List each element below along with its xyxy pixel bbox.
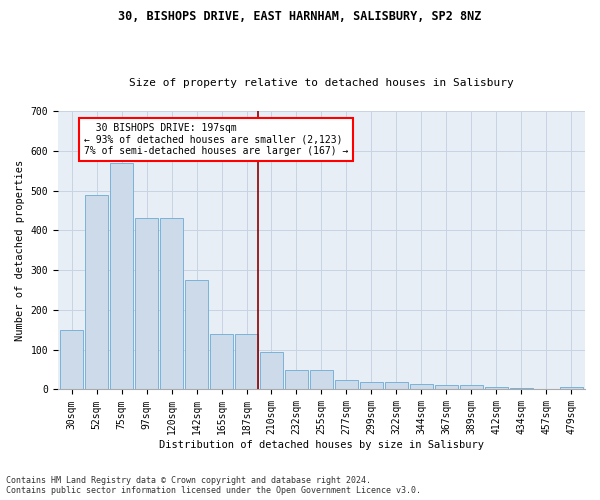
Bar	[285, 370, 308, 390]
Text: 30 BISHOPS DRIVE: 197sqm
← 93% of detached houses are smaller (2,123)
7% of semi: 30 BISHOPS DRIVE: 197sqm ← 93% of detach…	[84, 123, 349, 156]
Bar	[160, 218, 183, 390]
Bar	[460, 386, 483, 390]
X-axis label: Distribution of detached houses by size in Salisbury: Distribution of detached houses by size …	[159, 440, 484, 450]
Bar	[110, 162, 133, 390]
Bar	[535, 388, 558, 390]
Bar	[560, 388, 583, 390]
Bar	[435, 386, 458, 390]
Y-axis label: Number of detached properties: Number of detached properties	[15, 160, 25, 341]
Bar	[185, 280, 208, 390]
Bar	[135, 218, 158, 390]
Bar	[485, 388, 508, 390]
Text: 30, BISHOPS DRIVE, EAST HARNHAM, SALISBURY, SP2 8NZ: 30, BISHOPS DRIVE, EAST HARNHAM, SALISBU…	[118, 10, 482, 23]
Text: Contains HM Land Registry data © Crown copyright and database right 2024.
Contai: Contains HM Land Registry data © Crown c…	[6, 476, 421, 495]
Bar	[260, 352, 283, 390]
Title: Size of property relative to detached houses in Salisbury: Size of property relative to detached ho…	[129, 78, 514, 88]
Bar	[360, 382, 383, 390]
Bar	[510, 388, 533, 390]
Bar	[210, 334, 233, 390]
Bar	[235, 334, 258, 390]
Bar	[385, 382, 408, 390]
Bar	[85, 194, 108, 390]
Bar	[410, 384, 433, 390]
Bar	[335, 380, 358, 390]
Bar	[310, 370, 333, 390]
Bar	[60, 330, 83, 390]
